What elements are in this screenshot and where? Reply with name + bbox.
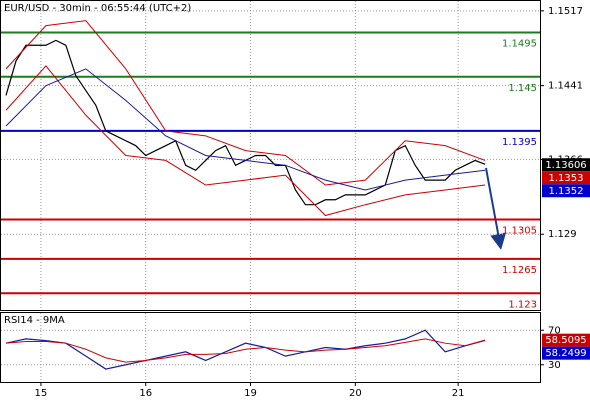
rsi-panel <box>0 312 541 383</box>
y-tick-label: 30 <box>548 360 561 371</box>
price-tag-label: 58.2499 <box>545 348 586 359</box>
price-tag-label: 1.1353 <box>549 173 584 184</box>
price-tag <box>542 333 590 347</box>
price-tag <box>542 346 590 360</box>
level-label: 1.1495 <box>502 38 537 49</box>
x-tick-label: 16 <box>139 388 152 399</box>
y-tick-label: 70 <box>548 325 561 336</box>
forecast-arrow <box>485 167 507 250</box>
x-tick-label: 20 <box>349 388 362 399</box>
x-tick-label: 19 <box>244 388 257 399</box>
level-label: 1.1395 <box>502 137 537 148</box>
price-tag <box>542 158 590 172</box>
price-tag-label: 1.13606 <box>545 160 586 171</box>
level-label: 1.1265 <box>502 265 537 276</box>
series-line <box>5 329 486 370</box>
y-tick-label: 1.1441 <box>548 81 583 92</box>
price-tag <box>542 171 590 185</box>
rsi-title: RSI14 - 9MA <box>4 315 65 326</box>
price-tag-label: 58.5095 <box>545 335 586 346</box>
price-tag <box>542 184 590 198</box>
level-label: 1.1305 <box>502 225 537 236</box>
series-line <box>5 65 486 217</box>
x-tick-label: 15 <box>35 388 48 399</box>
chart-title: EUR/USD - 30min - 06:55:44 (UTC+2) <box>4 3 191 14</box>
x-tick-label: 21 <box>452 388 465 399</box>
series-line <box>5 68 486 191</box>
price-tag-label: 1.1352 <box>549 186 584 197</box>
series-line <box>5 338 486 363</box>
level-label: 1.123 <box>508 299 537 310</box>
series-line <box>5 20 486 186</box>
level-label: 1.145 <box>508 83 537 94</box>
y-tick-label: 1.129 <box>548 229 577 240</box>
main-panel <box>0 0 541 311</box>
y-tick-label: 1.1517 <box>548 6 583 17</box>
